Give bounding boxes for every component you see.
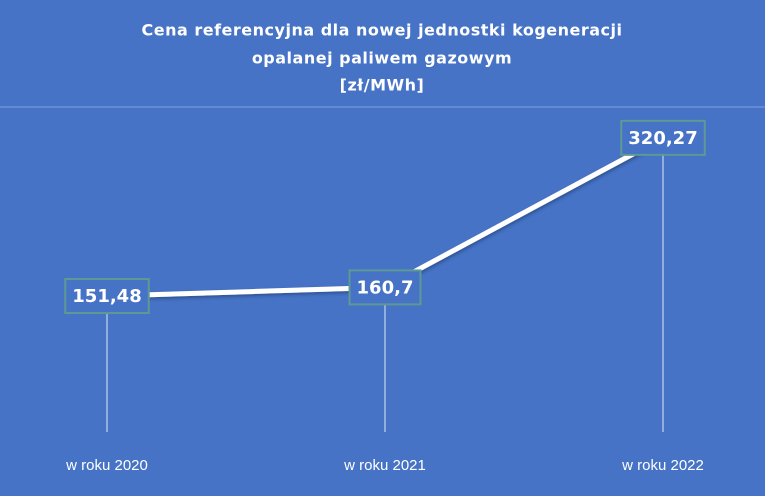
- x-tick-label: w roku 2020: [65, 457, 148, 474]
- data-label-box: [348, 269, 422, 306]
- data-label: 160,7: [357, 277, 414, 298]
- data-label-box: [620, 119, 706, 156]
- x-tick-label: w roku 2021: [343, 457, 426, 474]
- chart-title: [zł/MWh]: [340, 76, 425, 95]
- x-tick-label: w roku 2022: [621, 457, 704, 474]
- chart-title: Cena referencyjna dla nowej jednostki ko…: [142, 21, 623, 40]
- data-label: 151,48: [72, 286, 141, 307]
- data-label-box: [64, 278, 150, 315]
- chart-title: opalanej paliwem gazowym: [252, 49, 512, 68]
- data-label: 320,27: [628, 128, 697, 149]
